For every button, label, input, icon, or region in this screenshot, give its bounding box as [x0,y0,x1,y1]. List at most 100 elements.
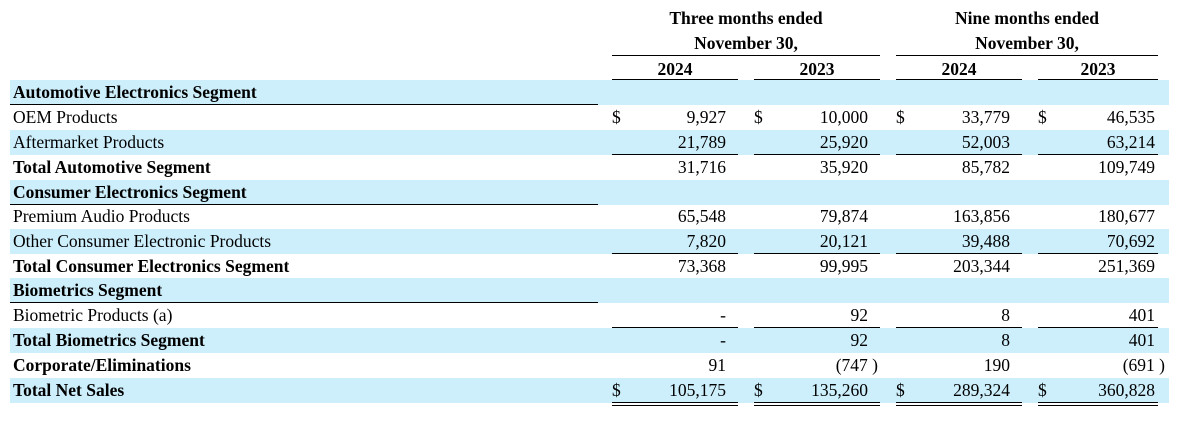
cell-value: 109,749 [1098,157,1155,177]
row-label: Total Consumer Electronics Segment [13,256,290,276]
cell-value: 203,344 [953,256,1010,276]
header-three-months: Three months ended November 30, [612,6,880,56]
row-label: Automotive Electronics Segment [13,82,257,102]
table-row: Corporate/Eliminations 91 (747 ) 190 (691 ) [10,353,1169,378]
header-nine-months-line1: Nine months ended [955,8,1099,28]
row-label: Biometrics Segment [13,280,163,300]
cell-value: 190 [983,355,1010,375]
cell-value: 52,003 [961,132,1010,152]
header-nine-months: Nine months ended November 30, [896,6,1158,56]
cell-value: 73,368 [677,256,726,276]
total-double-rule [1038,402,1158,406]
cell-value: - [720,305,726,325]
cell-value: 91 [708,355,727,375]
table-row: Total Automotive Segment 31,716 35,920 85,7… [10,155,1169,180]
cell-value: 79,874 [819,206,868,226]
cell-value: 35,920 [819,157,868,177]
cell-value: 63,214 [1106,132,1155,152]
cell-value: 401 [1128,305,1155,325]
cell-value: (747 ) [835,355,878,375]
cell-value: 8 [1001,330,1010,350]
cell-value: 46,535 [1106,107,1155,127]
table-row: Biometrics Segment [10,278,1169,303]
currency-symbol: $ [896,380,905,400]
cell-value: 163,856 [953,206,1010,226]
cell-value: 20,121 [819,231,868,251]
cell-value: 33,779 [961,107,1010,127]
cell-value: 105,175 [669,380,726,400]
subtotal-rule [1038,253,1158,254]
header-three-months-line2: November 30, [694,33,798,53]
currency-symbol: $ [612,107,621,127]
year-rule-1 [612,79,738,80]
currency-symbol: $ [1038,107,1047,127]
currency-symbol: $ [754,380,763,400]
table-row: Aftermarket Products 21,789 25,920 52,003 63… [10,130,1169,155]
year-header-2: 2023 [799,59,835,79]
subtotal-rule [754,253,880,254]
currency-symbol: $ [896,107,905,127]
total-double-rule [754,402,880,406]
cell-value: 135,260 [811,380,868,400]
subtotal-rule [896,327,1022,328]
year-rule-2 [754,79,880,80]
cell-value: 289,324 [953,380,1010,400]
cell-value: 65,548 [677,206,726,226]
total-double-rule [612,402,738,406]
row-label: Aftermarket Products [13,132,165,152]
table-row: Total Net Sales $105,175 $135,260 $289,324 $… [10,378,1169,403]
subtotal-rule [1038,154,1158,155]
header-three-months-line1: Three months ended [669,8,823,28]
table-row: Total Consumer Electronics Segment 73,368… [10,254,1169,279]
subtotal-rule [612,253,738,254]
header-nine-months-rule [896,55,1158,56]
subtotal-rule [754,327,880,328]
row-label: Corporate/Eliminations [13,355,191,375]
row-label: OEM Products [13,107,118,127]
cell-value: 99,995 [819,256,868,276]
table-row: Consumer Electronics Segment [10,180,1169,205]
header-nine-months-line2: November 30, [975,33,1079,53]
cell-value: 251,369 [1098,256,1155,276]
segment-heading-rule [10,204,598,205]
subtotal-rule [896,154,1022,155]
table-row: Total Biometrics Segment - 92 8 401 [10,328,1169,353]
cell-value: 70,692 [1106,231,1155,251]
cell-value: - [720,330,726,350]
table-row: OEM Products $9,927 $10,000 $33,779 $46,535 [10,105,1169,130]
subtotal-rule [612,154,738,155]
row-label: Biometric Products (a) [13,305,173,325]
year-header-1: 2024 [657,59,693,79]
year-header-4: 2023 [1080,59,1116,79]
table-row: Premium Audio Products 65,548 79,874 163,85… [10,204,1169,229]
cell-value: 9,927 [686,107,726,127]
cell-value: 25,920 [819,132,868,152]
cell-value: 10,000 [819,107,868,127]
cell-value: (691 ) [1122,355,1165,375]
cell-value: 85,782 [961,157,1010,177]
table-row: Other Consumer Electronic Products 7,820 2… [10,229,1169,254]
row-label: Total Net Sales [13,380,125,400]
cell-value: 39,488 [961,231,1010,251]
cell-value: 7,820 [686,231,726,251]
segment-heading-rule [10,302,598,303]
currency-symbol: $ [754,107,763,127]
cell-value: 8 [1001,305,1010,325]
cell-value: 401 [1128,330,1155,350]
cell-value: 180,677 [1098,206,1155,226]
year-header-3: 2024 [941,59,977,79]
row-label: Other Consumer Electronic Products [13,231,272,251]
cell-value: 92 [850,305,869,325]
header-three-months-rule [612,55,880,56]
row-label: Consumer Electronics Segment [13,182,247,202]
total-double-rule [896,402,1022,406]
row-label: Premium Audio Products [13,206,190,226]
cell-value: 360,828 [1098,380,1155,400]
subtotal-rule [612,327,738,328]
year-rule-3 [896,79,1022,80]
row-label: Total Biometrics Segment [13,330,205,350]
subtotal-rule [754,154,880,155]
currency-symbol: $ [612,380,621,400]
cell-value: 21,789 [677,132,726,152]
cell-value: 92 [850,330,869,350]
